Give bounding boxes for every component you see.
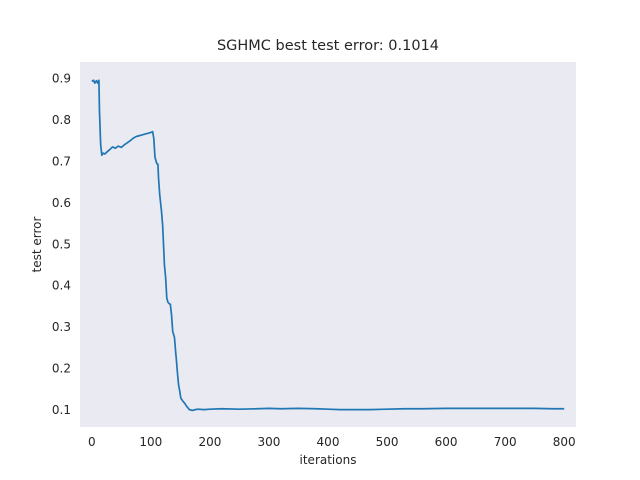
- x-axis-label: iterations: [300, 453, 357, 467]
- y-tick-label: 0.1: [52, 403, 71, 417]
- y-tick-labels: 0.1 0.2 0.3 0.4 0.5 0.6 0.7 0.8 0.9: [52, 72, 71, 417]
- y-tick-label: 0.7: [52, 154, 71, 168]
- y-tick-label: 0.6: [52, 196, 71, 210]
- x-tick-label: 100: [139, 435, 162, 449]
- x-tick-label: 600: [435, 435, 458, 449]
- y-tick-label: 0.9: [52, 72, 71, 86]
- y-axis-label: test error: [30, 216, 44, 272]
- y-tick-label: 0.5: [52, 237, 71, 251]
- x-tick-label: 800: [553, 435, 576, 449]
- chart-title: SGHMC best test error: 0.1014: [217, 38, 439, 54]
- series-layer: [91, 79, 565, 412]
- x-tick-label: 700: [494, 435, 517, 449]
- x-tick-label: 0: [88, 435, 96, 449]
- plot-background: [80, 62, 576, 427]
- x-tick-label: 200: [198, 435, 221, 449]
- x-tick-labels: 0 100 200 300 400 500 600 700 800: [88, 435, 576, 449]
- x-tick-label: 500: [376, 435, 399, 449]
- series-line: [91, 79, 565, 412]
- x-tick-label: 300: [257, 435, 280, 449]
- y-tick-label: 0.8: [52, 113, 71, 127]
- x-tick-label: 400: [317, 435, 340, 449]
- y-tick-label: 0.4: [52, 279, 71, 293]
- y-tick-label: 0.3: [52, 320, 71, 334]
- y-tick-label: 0.2: [52, 362, 71, 376]
